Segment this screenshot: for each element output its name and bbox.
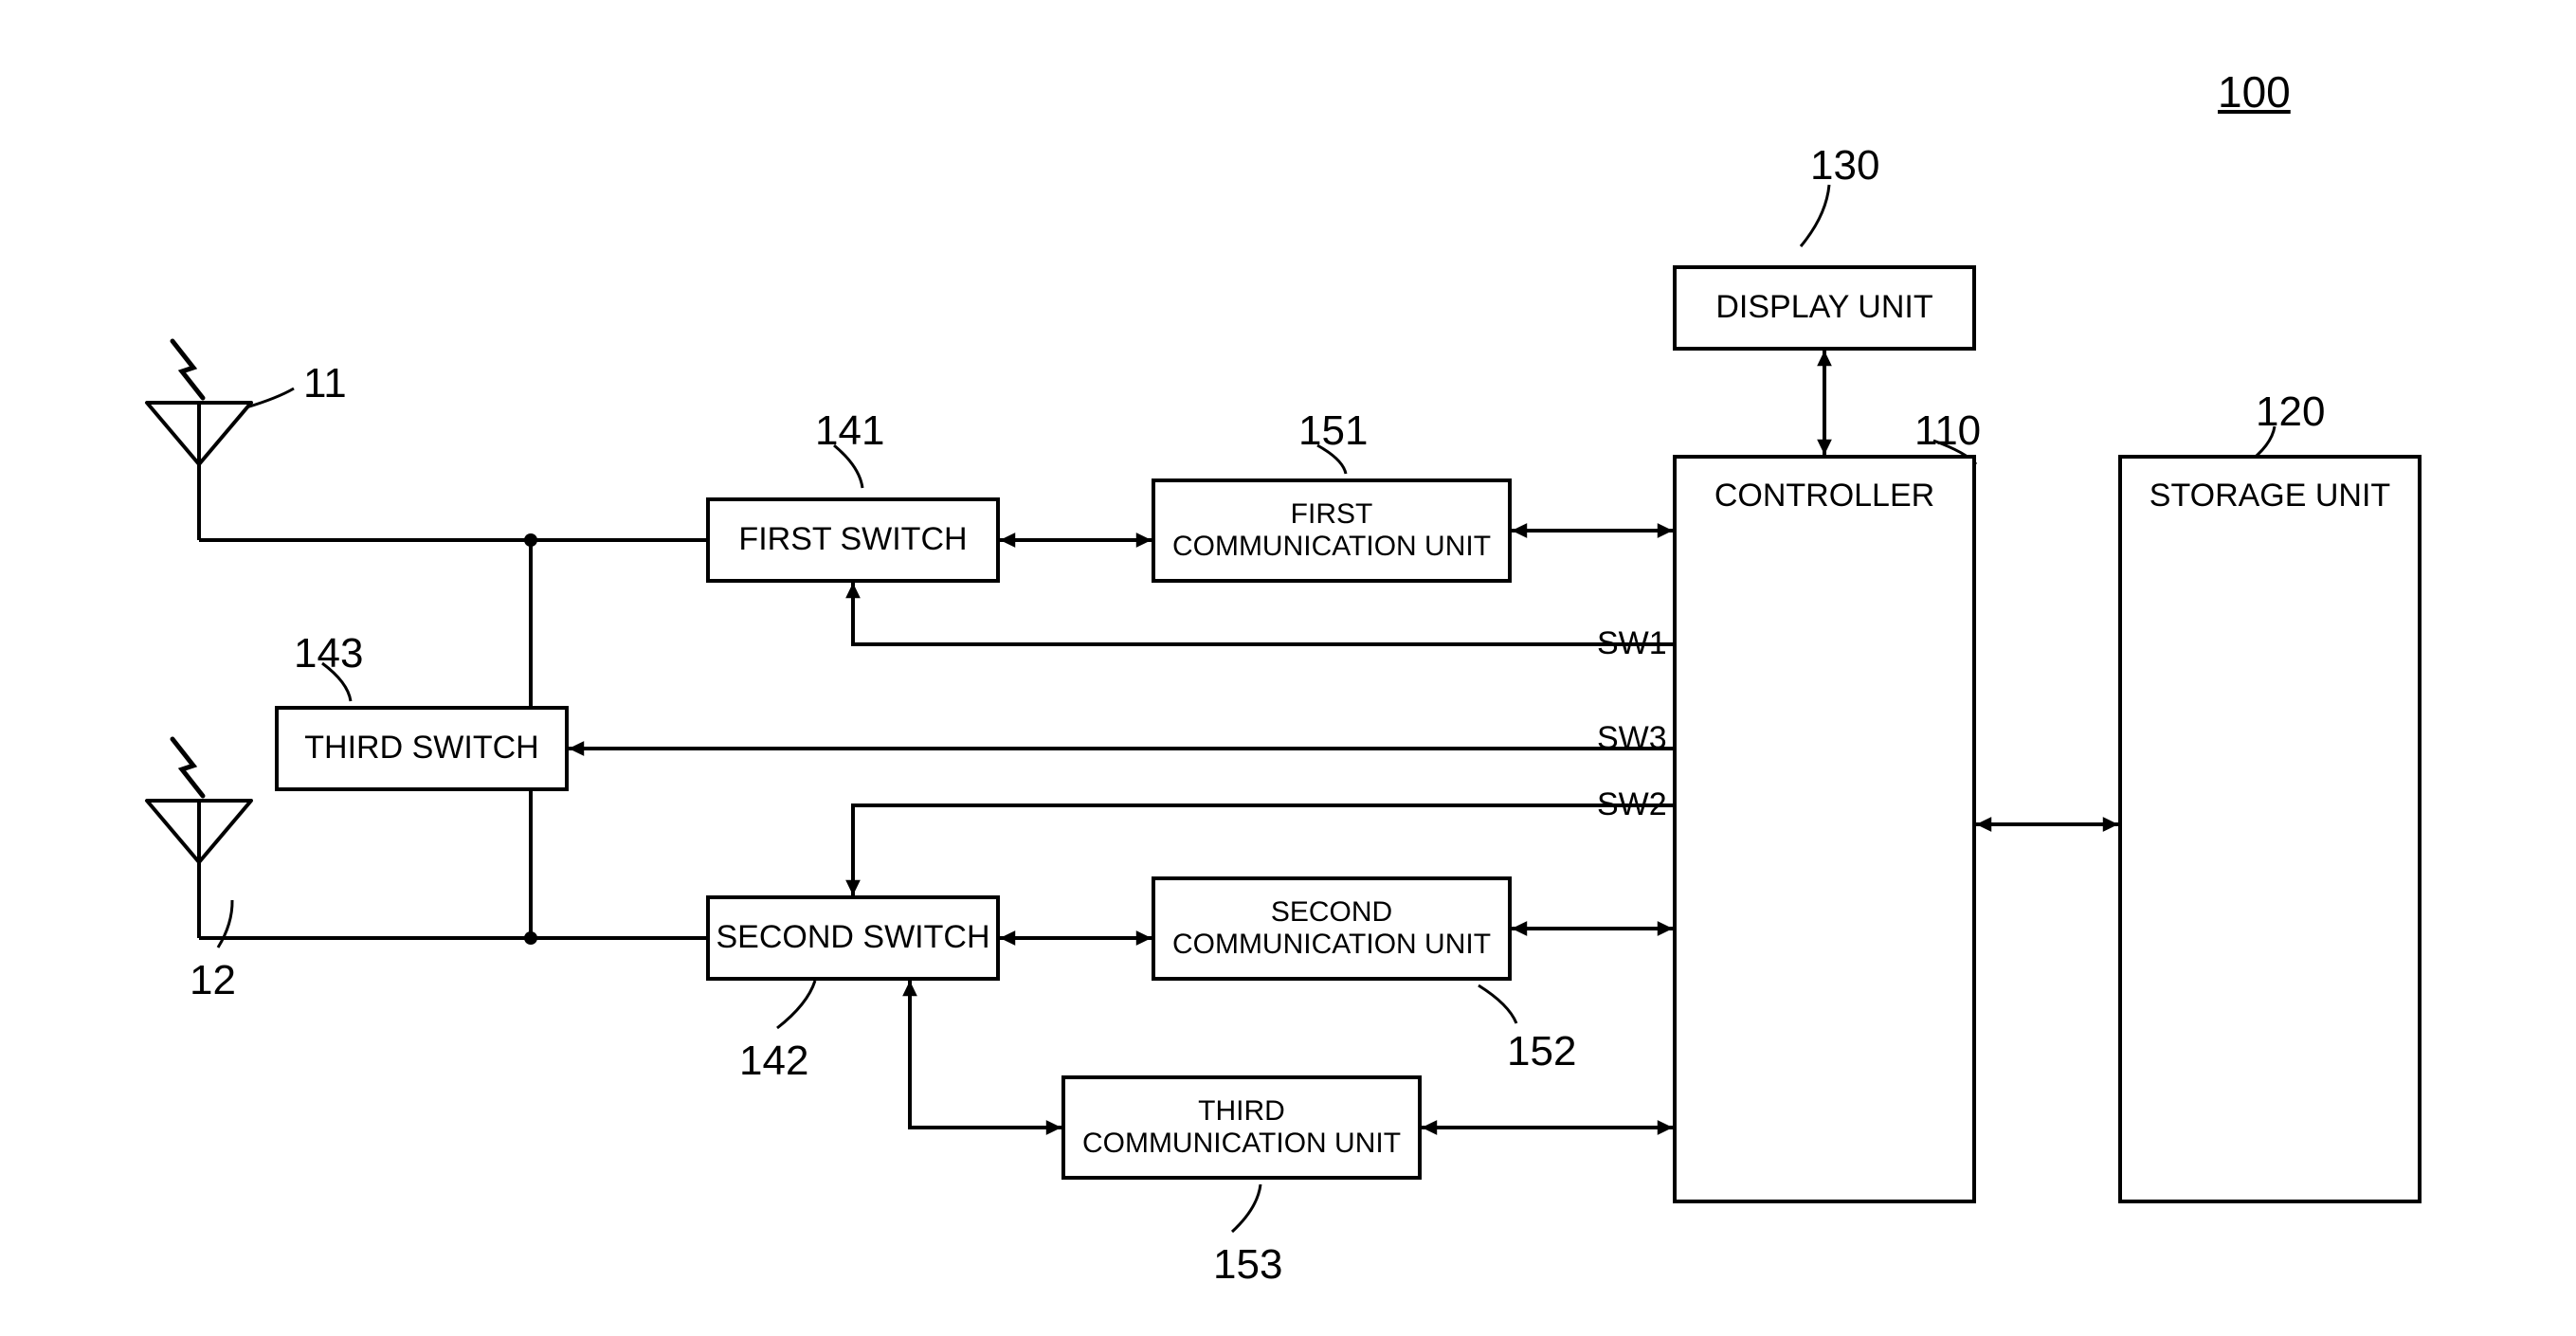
ref-11: 11 (303, 360, 347, 407)
ref-110: 110 (1914, 407, 1981, 455)
controller-label: CONTROLLER (1677, 478, 1972, 515)
second-switch-block: SECOND SWITCH (706, 895, 1000, 981)
third-switch-block: THIRD SWITCH (275, 706, 569, 791)
storage-unit-label: STORAGE UNIT (2122, 478, 2418, 515)
ref-142: 142 (739, 1038, 808, 1085)
second-comm-label: SECONDCOMMUNICATION UNIT (1172, 896, 1491, 962)
ref-120: 120 (2256, 388, 2325, 436)
ref-151: 151 (1298, 407, 1368, 455)
controller-block: CONTROLLER (1673, 455, 1976, 1203)
storage-unit-block: STORAGE UNIT (2118, 455, 2422, 1203)
ref-143: 143 (294, 630, 363, 677)
ref-152: 152 (1507, 1028, 1576, 1075)
ref-153: 153 (1213, 1241, 1282, 1289)
first-comm-label: FIRSTCOMMUNICATION UNIT (1172, 498, 1491, 564)
first-switch-block: FIRST SWITCH (706, 497, 1000, 583)
ref-12: 12 (190, 957, 236, 1004)
third-switch-label: THIRD SWITCH (304, 730, 538, 767)
sw2-pin-label: SW2 (1597, 786, 1667, 823)
ref-overall: 100 (2218, 66, 2291, 117)
diagram-canvas: 100 DISPLAY UNIT 130 CONTROLLER 110 STOR… (0, 0, 2576, 1336)
sw3-pin-label: SW3 (1597, 720, 1667, 757)
display-unit-label: DISPLAY UNIT (1715, 289, 1932, 326)
first-switch-label: FIRST SWITCH (738, 521, 967, 558)
third-comm-label: THIRDCOMMUNICATION UNIT (1082, 1095, 1401, 1161)
sw1-pin-label: SW1 (1597, 625, 1667, 662)
ref-130: 130 (1810, 142, 1879, 190)
third-comm-block: THIRDCOMMUNICATION UNIT (1061, 1075, 1422, 1180)
second-switch-label: SECOND SWITCH (717, 919, 990, 956)
first-comm-block: FIRSTCOMMUNICATION UNIT (1152, 478, 1512, 583)
ref-141: 141 (815, 407, 884, 455)
display-unit-block: DISPLAY UNIT (1673, 265, 1976, 351)
second-comm-block: SECONDCOMMUNICATION UNIT (1152, 876, 1512, 981)
